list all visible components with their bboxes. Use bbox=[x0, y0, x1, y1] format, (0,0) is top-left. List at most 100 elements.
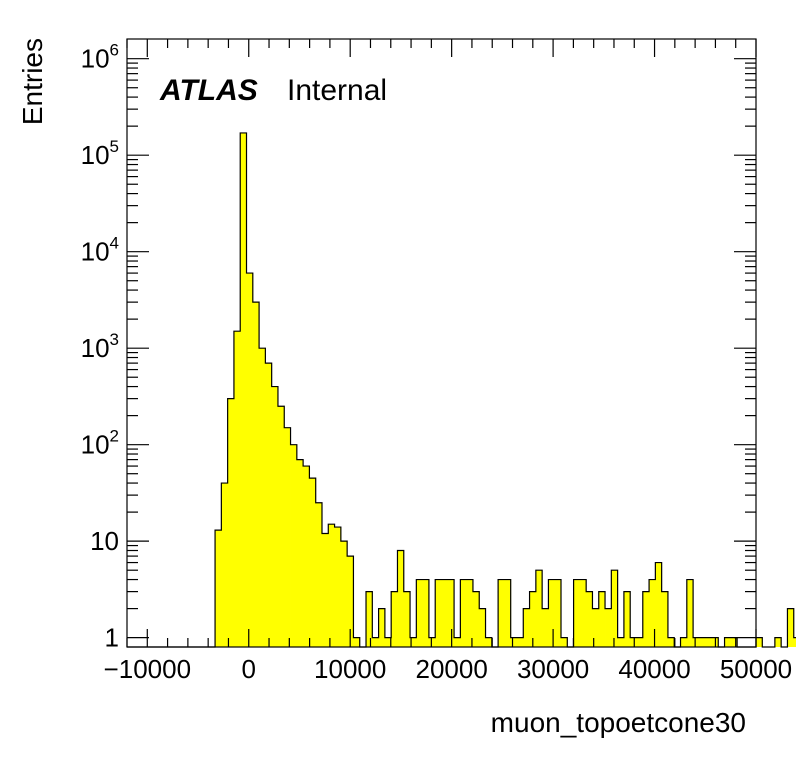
histogram-bar bbox=[271, 386, 279, 647]
x-tick-label: 40000 bbox=[618, 654, 690, 684]
histogram-bar bbox=[655, 562, 663, 647]
histogram-bar bbox=[705, 637, 713, 647]
histogram-bar bbox=[642, 591, 650, 647]
histogram-bar bbox=[240, 132, 247, 647]
histogram-bar bbox=[353, 637, 361, 647]
histogram-bar bbox=[321, 533, 329, 647]
histogram-bar bbox=[661, 591, 669, 647]
histogram-bar bbox=[623, 591, 631, 647]
histogram-bar bbox=[756, 637, 763, 647]
y-axis-title: Entries bbox=[17, 38, 48, 125]
histogram-bar bbox=[466, 579, 474, 647]
histogram-bar bbox=[667, 637, 675, 647]
histogram-bar bbox=[410, 637, 417, 647]
histogram-bar bbox=[384, 637, 392, 647]
histogram-bar bbox=[680, 637, 688, 647]
histogram-bar bbox=[636, 637, 644, 647]
histogram-bar bbox=[498, 579, 505, 647]
y-tick-label: 1 bbox=[105, 623, 119, 653]
histogram-bar bbox=[340, 541, 348, 647]
histogram-bar bbox=[592, 608, 600, 647]
x-axis-title: muon_topoetcone30 bbox=[491, 707, 746, 738]
histogram-bar bbox=[598, 591, 606, 647]
histogram-outline bbox=[127, 132, 796, 648]
histogram-bar bbox=[699, 637, 707, 647]
histogram-bar bbox=[397, 550, 405, 647]
plot-frame bbox=[126, 38, 757, 648]
histogram-bar bbox=[246, 273, 254, 647]
histogram-bar bbox=[605, 608, 612, 647]
x-tick-label: 10000 bbox=[314, 654, 386, 684]
histogram-bar bbox=[215, 530, 222, 647]
histogram-bar bbox=[391, 591, 398, 647]
histogram-bar bbox=[366, 591, 373, 647]
y-tick-label: 10 bbox=[90, 526, 119, 556]
histogram-bar bbox=[617, 637, 625, 647]
histogram-bar bbox=[535, 570, 543, 647]
histogram-bar bbox=[435, 579, 442, 647]
histogram-bar bbox=[542, 608, 549, 647]
histogram-bar bbox=[793, 637, 796, 647]
histogram-bar bbox=[724, 637, 732, 647]
histogram-bar bbox=[573, 579, 581, 647]
axes bbox=[126, 38, 757, 648]
histogram-bar bbox=[284, 427, 291, 647]
histogram-bar bbox=[227, 398, 235, 647]
histogram-bar bbox=[277, 406, 285, 647]
histogram-bar bbox=[233, 331, 241, 647]
atlas-label: ATLAS bbox=[159, 74, 258, 107]
histogram-bar bbox=[686, 579, 694, 647]
internal-label: Internal bbox=[287, 74, 387, 107]
x-tick-label: −10000 bbox=[104, 654, 191, 684]
histogram-bar bbox=[611, 570, 619, 647]
y-tick-label: 102 bbox=[81, 427, 119, 460]
histogram-bar bbox=[554, 579, 562, 647]
histogram-bar bbox=[309, 478, 317, 647]
histogram-bar bbox=[221, 483, 229, 647]
x-tick-label: 0 bbox=[242, 654, 256, 684]
histogram-bar bbox=[416, 579, 424, 647]
histogram-bar bbox=[315, 502, 323, 647]
histogram-bar bbox=[586, 591, 593, 647]
histogram-bar bbox=[485, 637, 493, 647]
y-tick-label: 103 bbox=[81, 330, 119, 363]
tick-labels: −10000 0 10000 20000 30000 40000 50000 1 10 102 10… bbox=[81, 41, 793, 684]
histogram-bar bbox=[529, 591, 537, 647]
histogram-bar bbox=[252, 302, 260, 647]
histogram-bar bbox=[290, 444, 298, 647]
histogram-bar bbox=[523, 608, 530, 647]
histogram-bar bbox=[372, 637, 379, 647]
histogram-bar bbox=[516, 637, 524, 647]
histogram-bar bbox=[454, 637, 461, 647]
histogram-bar bbox=[334, 527, 342, 647]
histogram-bar bbox=[259, 348, 266, 647]
histogram-bar bbox=[296, 459, 304, 647]
histogram-bar bbox=[510, 637, 518, 647]
histogram-bar bbox=[504, 579, 512, 647]
y-tick-label: 104 bbox=[81, 234, 119, 267]
histogram-bar bbox=[328, 524, 335, 647]
x-tick-label: 30000 bbox=[517, 654, 589, 684]
y-tick-label: 106 bbox=[81, 41, 119, 74]
histogram-bar bbox=[447, 579, 455, 647]
histogram-bar bbox=[548, 579, 556, 647]
histogram-bar bbox=[649, 579, 656, 647]
histogram-bar bbox=[265, 363, 273, 647]
histogram-bar bbox=[579, 579, 587, 647]
histogram-bar bbox=[479, 608, 486, 647]
histogram-bar bbox=[460, 579, 468, 647]
histogram-bar bbox=[730, 637, 738, 647]
histogram-bar bbox=[347, 556, 354, 647]
histogram-bar bbox=[561, 637, 568, 647]
x-tick-label: 20000 bbox=[415, 654, 487, 684]
histogram-bar bbox=[693, 637, 700, 647]
histogram-bar bbox=[403, 591, 411, 647]
histogram-bar bbox=[630, 637, 637, 647]
histogram-bars bbox=[127, 132, 796, 648]
histogram-bar bbox=[428, 637, 436, 647]
histogram-bar bbox=[472, 591, 480, 647]
histogram-bar bbox=[441, 579, 449, 647]
histogram-bar bbox=[303, 466, 310, 647]
x-tick-label: 50000 bbox=[720, 654, 792, 684]
